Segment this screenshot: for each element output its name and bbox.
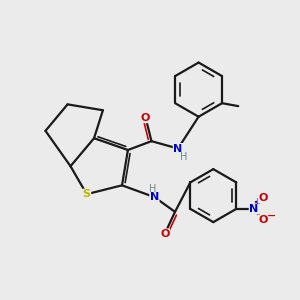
Text: S: S (83, 189, 91, 199)
Text: H: H (180, 152, 187, 162)
Text: O: O (258, 193, 267, 203)
Text: O: O (160, 229, 169, 239)
Text: N: N (150, 192, 159, 202)
Text: N: N (249, 204, 259, 214)
Text: O: O (141, 112, 150, 123)
Text: H: H (149, 184, 157, 194)
Text: −: − (267, 211, 276, 221)
Text: N: N (173, 143, 183, 154)
Text: O: O (258, 215, 267, 225)
Text: +: + (253, 197, 260, 206)
